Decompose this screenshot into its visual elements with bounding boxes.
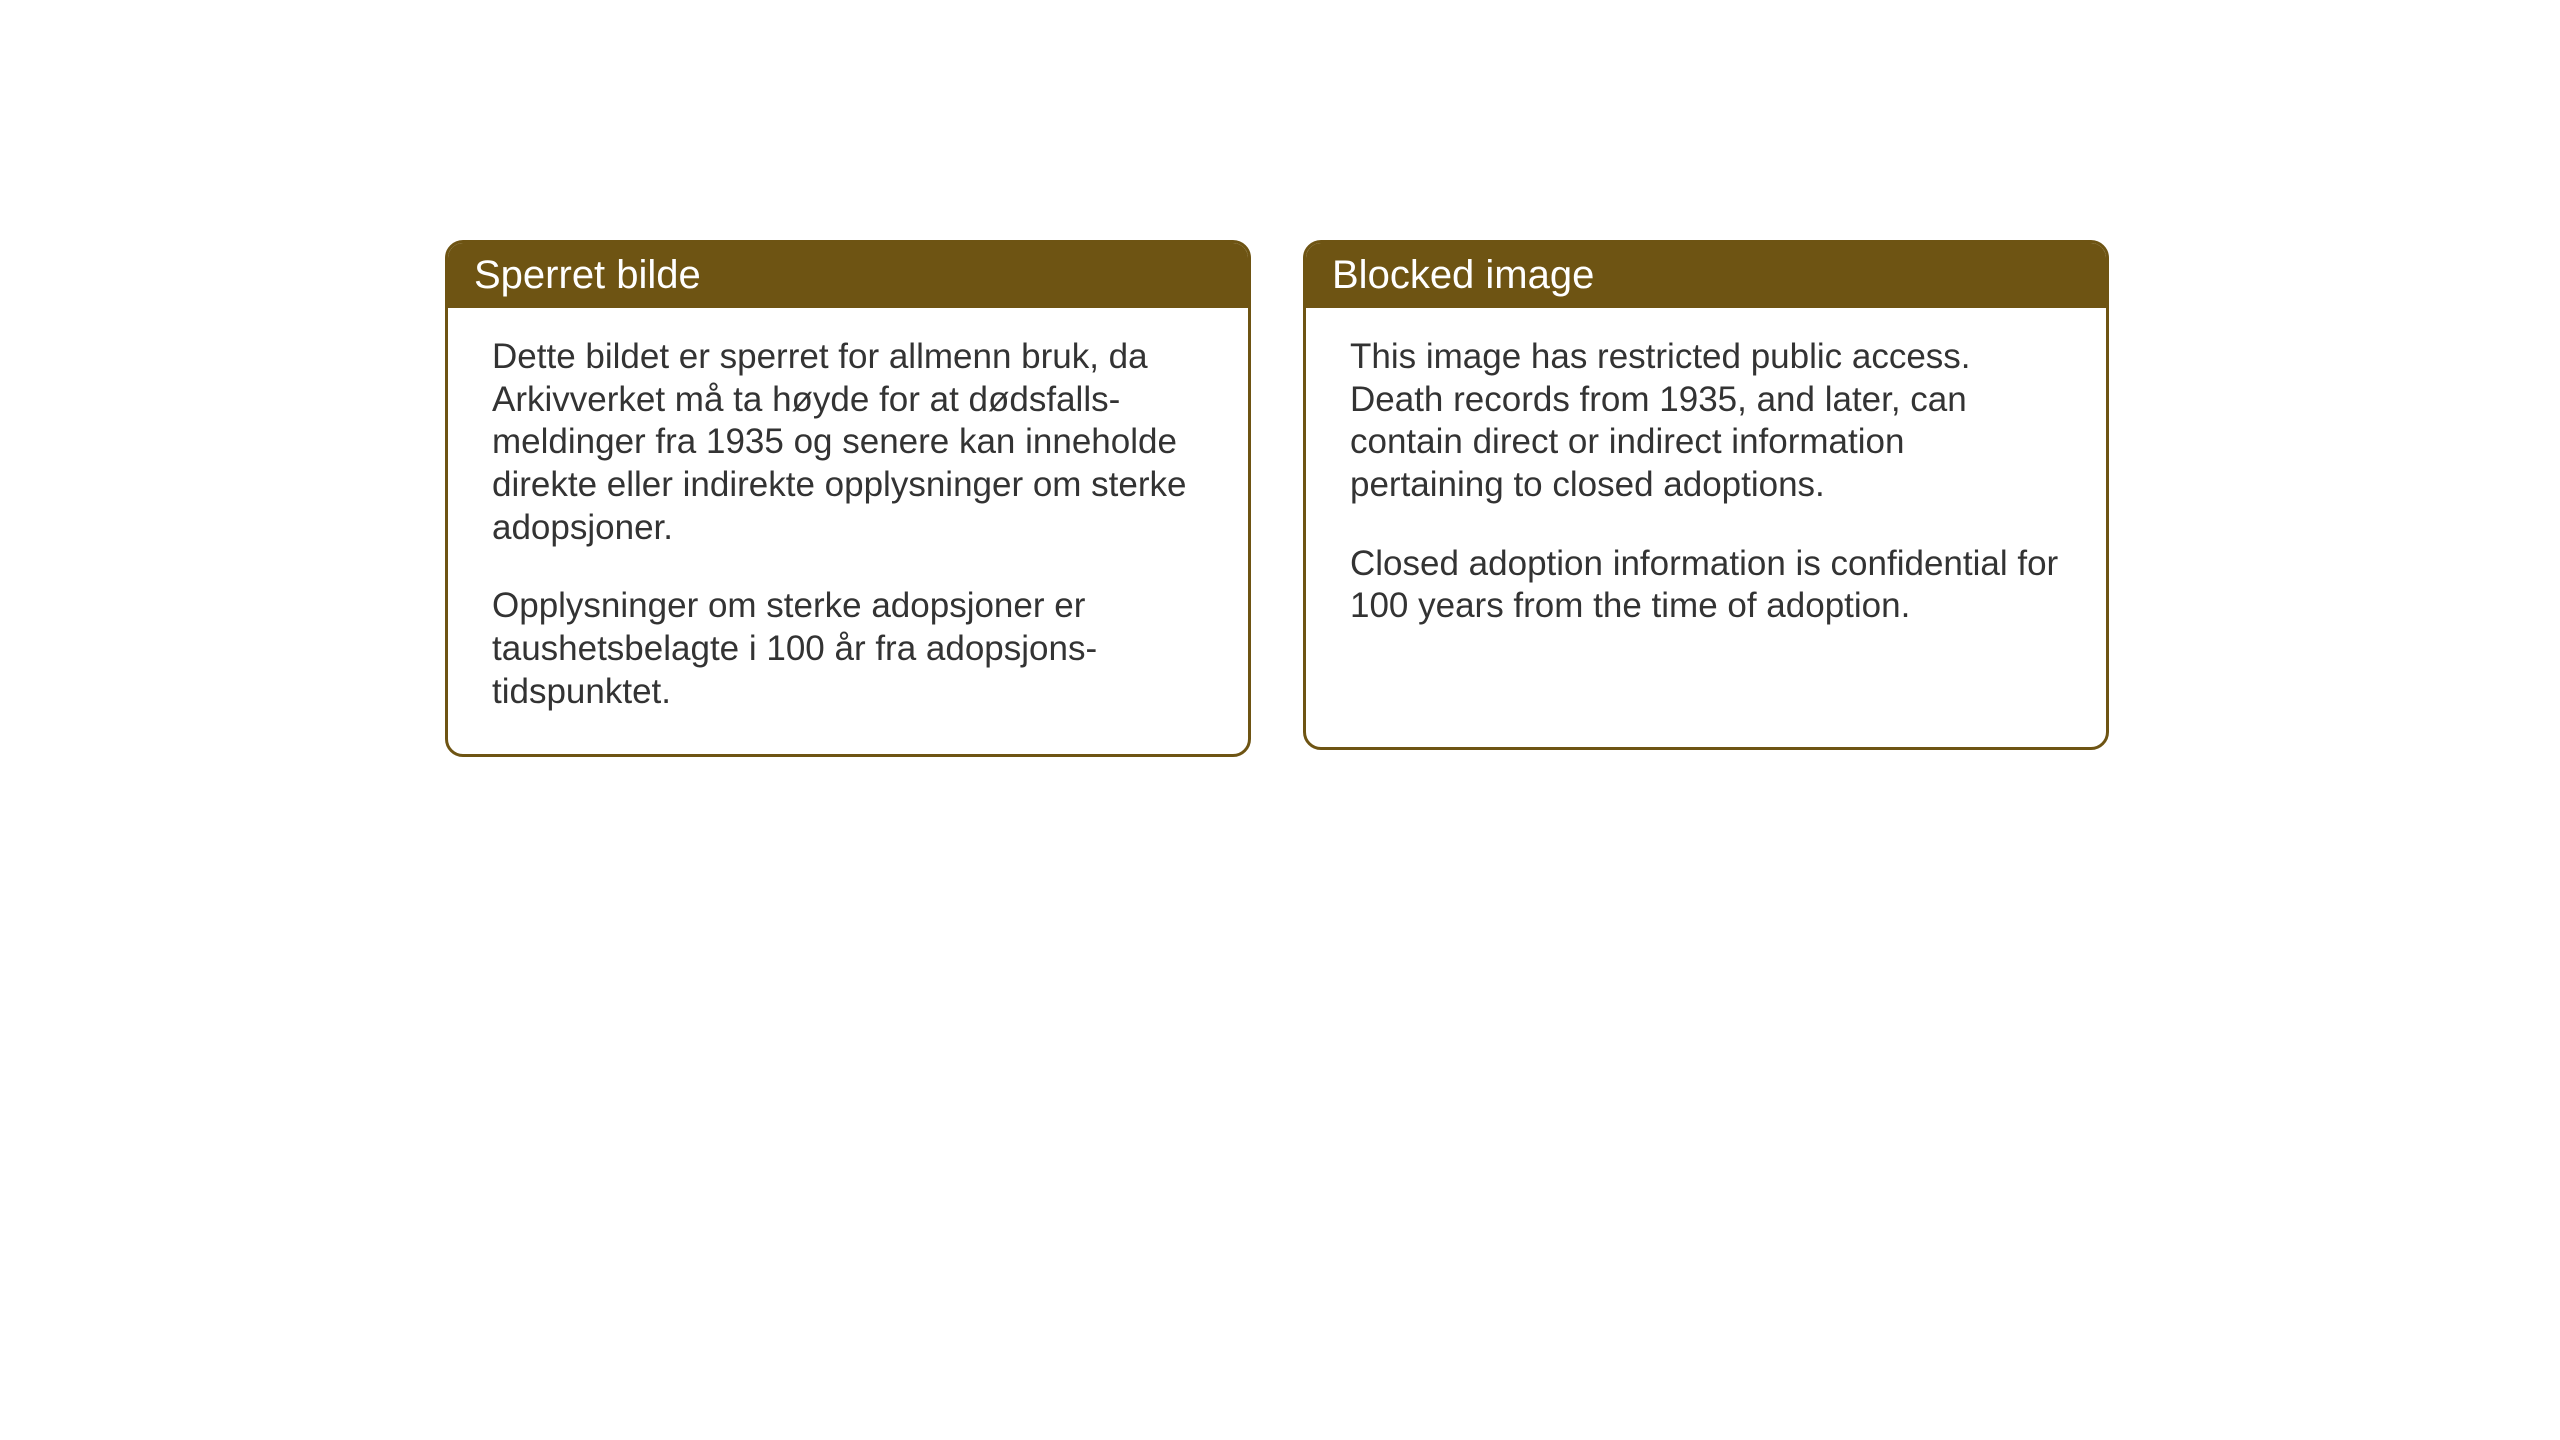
english-notice-body: This image has restricted public access.…	[1306, 308, 2106, 668]
norwegian-notice-body: Dette bildet er sperret for allmenn bruk…	[448, 308, 1248, 754]
english-notice-header: Blocked image	[1306, 243, 2106, 308]
norwegian-paragraph-2: Opplysninger om sterke adopsjoner er tau…	[492, 585, 1204, 713]
norwegian-notice-box: Sperret bilde Dette bildet er sperret fo…	[445, 240, 1251, 757]
english-title: Blocked image	[1332, 253, 1594, 297]
english-paragraph-2: Closed adoption information is confident…	[1350, 543, 2062, 628]
notice-container: Sperret bilde Dette bildet er sperret fo…	[445, 240, 2109, 757]
norwegian-paragraph-1: Dette bildet er sperret for allmenn bruk…	[492, 336, 1204, 549]
norwegian-title: Sperret bilde	[474, 253, 701, 297]
norwegian-notice-header: Sperret bilde	[448, 243, 1248, 308]
english-paragraph-1: This image has restricted public access.…	[1350, 336, 2062, 507]
english-notice-box: Blocked image This image has restricted …	[1303, 240, 2109, 750]
